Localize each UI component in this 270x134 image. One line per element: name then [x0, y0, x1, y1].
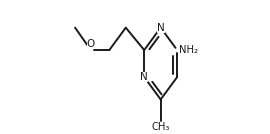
Text: CH₃: CH₃: [151, 122, 170, 132]
Text: N: N: [157, 23, 164, 33]
Text: O: O: [87, 39, 95, 49]
Text: NH₂: NH₂: [179, 45, 198, 55]
Text: N: N: [140, 72, 148, 82]
